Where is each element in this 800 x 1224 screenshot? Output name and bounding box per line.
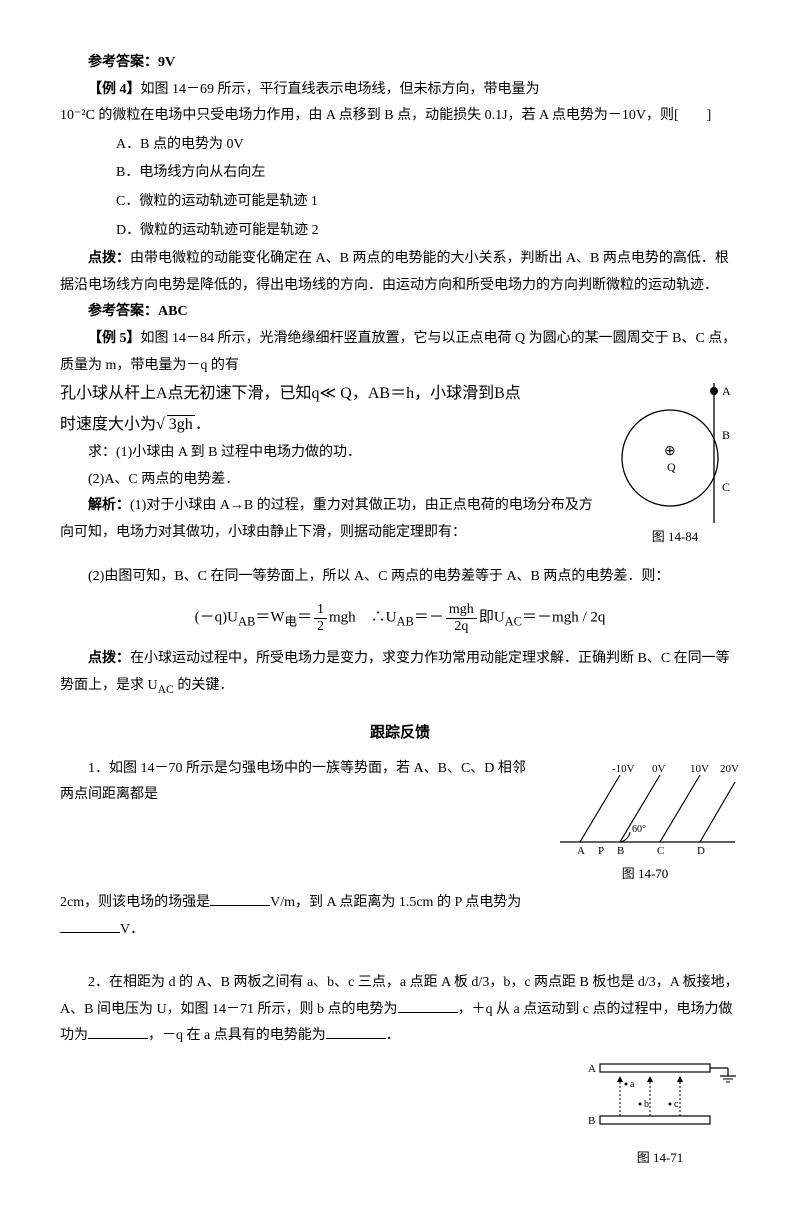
ex5-stem2c: ． xyxy=(195,416,211,433)
svg-text:B: B xyxy=(722,428,730,442)
svg-text:a: a xyxy=(630,1079,635,1090)
ex4-stem: 【例 4】如图 14－69 所示，平行直线表示电场线，但未标方向，带电量为 xyxy=(60,77,740,104)
blank-field[interactable] xyxy=(398,1012,458,1013)
ex4-ans: ABC xyxy=(158,304,188,319)
svg-text:⊕: ⊕ xyxy=(664,444,676,459)
svg-text:20V: 20V xyxy=(720,763,739,775)
svg-text:-10V: -10V xyxy=(612,763,635,775)
svg-text:B: B xyxy=(617,845,624,857)
ex4-opt-a: A．B 点的电势为 0V xyxy=(116,132,740,159)
svg-text:60°: 60° xyxy=(632,824,646,835)
fig-14-84: A B C ⊕ Q 图 14-84 xyxy=(610,383,740,550)
answer-ex3: 参考答案：9V xyxy=(60,50,740,77)
blank-field[interactable] xyxy=(88,1038,148,1039)
ex5-stem2b: 时速度大小为 xyxy=(60,416,156,433)
ex5-stem1: 如图 14－84 所示，光滑绝缘细杆竖直放置，它与以正点电荷 Q 为圆心的某一圆… xyxy=(60,331,736,373)
ex4-stem1: 如图 14－69 所示，平行直线表示电场线，但未标方向，带电量为 xyxy=(141,82,540,97)
ex4-opt-b: B．电场线方向从右向左 xyxy=(116,160,740,187)
fig-14-70: -10V 0V 10V 20V 60° A P B C D 图 14-70 xyxy=(550,760,740,887)
blank-field[interactable] xyxy=(326,1038,386,1039)
ex4-ans-label: 参考答案： xyxy=(88,304,158,319)
p1-stem3: V． xyxy=(60,917,740,944)
fig-14-84-caption: 图 14-84 xyxy=(610,525,740,550)
ex4-hint-label: 点拨： xyxy=(88,251,130,266)
ex5-equation: (－q)UAB＝W电＝12mgh ∴UAB＝－mgh2q即UAC＝－mgh / … xyxy=(60,602,740,634)
ex5-stem1-wrap: 【例 5】如图 14－84 所示，光滑绝缘细杆竖直放置，它与以正点电荷 Q 为圆… xyxy=(60,326,740,379)
ex5-sol1: (1)对于小球由 A→B 的过程，重力对其做正功，由正点电荷的电场分布及方向可知… xyxy=(60,498,593,540)
blank-field[interactable] xyxy=(210,905,270,906)
svg-text:A: A xyxy=(588,1063,596,1075)
svg-text:c: c xyxy=(674,1099,679,1110)
svg-text:D: D xyxy=(697,845,705,857)
section-track: 跟踪反馈 xyxy=(60,719,740,748)
svg-text:10V: 10V xyxy=(690,763,709,775)
svg-text:A: A xyxy=(577,845,585,857)
ex4-stem2: 10⁻²C 的微粒在电场中只受电场力作用，由 A 点移到 B 点，动能损失 0.… xyxy=(60,103,740,130)
ex5-hint-label: 点拨： xyxy=(88,651,130,666)
ans3-val: 9V xyxy=(158,55,175,70)
svg-text:C: C xyxy=(722,480,730,494)
ex4-label: 【例 4】 xyxy=(88,82,141,97)
ex5-sqrt: 3gh xyxy=(167,415,195,433)
fig-14-71: a b c A B 图 14-71 xyxy=(580,1054,740,1171)
svg-text:b: b xyxy=(644,1099,649,1110)
ans3-label: 参考答案： xyxy=(88,55,158,70)
p1-stem2: 2cm，则该电场的场强是V/m，到 A 点距离为 1.5cm 的 P 点电势为 xyxy=(60,890,740,917)
svg-text:Q: Q xyxy=(667,460,676,474)
ex5-label: 【例 5】 xyxy=(88,331,141,346)
svg-text:0V: 0V xyxy=(652,763,666,775)
ex4-opt-d: D．微粒的运动轨迹可能是轨迹 2 xyxy=(116,218,740,245)
svg-text:C: C xyxy=(657,845,664,857)
svg-text:B: B xyxy=(588,1115,595,1127)
ex5-hint: 点拨：在小球运动过程中，所受电场力是变力，求变力作功常用动能定理求解．正确判断 … xyxy=(60,646,740,701)
ex4-answer: 参考答案：ABC xyxy=(60,299,740,326)
svg-text:P: P xyxy=(598,845,604,857)
ex4-hint-text: 由带电微粒的动能变化确定在 A、B 两点的电势能的大小关系，判断出 A、B 两点… xyxy=(60,251,729,293)
ex5-sol-label: 解析： xyxy=(88,498,130,513)
fig-14-71-caption: 图 14-71 xyxy=(580,1146,740,1171)
ex4-hint: 点拨：由带电微粒的动能变化确定在 A、B 两点的电势能的大小关系，判断出 A、B… xyxy=(60,246,740,299)
svg-text:A: A xyxy=(722,384,731,398)
ex4-options: A．B 点的电势为 0V B．电场线方向从右向左 C．微粒的运动轨迹可能是轨迹 … xyxy=(60,132,740,244)
sqrt-icon xyxy=(156,416,165,433)
ex4-opt-c: C．微粒的运动轨迹可能是轨迹 1 xyxy=(116,189,740,216)
fig-14-70-caption: 图 14-70 xyxy=(550,862,740,887)
ex5-sol2: (2)由图可知，B、C 在同一等势面上，所以 A、C 两点的电势差等于 A、B … xyxy=(60,564,740,591)
blank-field[interactable] xyxy=(60,932,120,933)
p2-stem: 2．在相距为 d 的 A、B 两板之间有 a、b、c 三点，a 点距 A 板 d… xyxy=(60,970,740,1050)
